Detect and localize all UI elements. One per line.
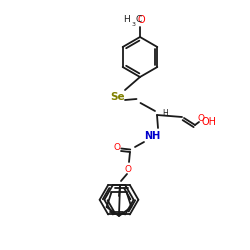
Text: 3: 3 [132,22,136,27]
Text: H: H [162,110,168,118]
Text: O: O [124,164,132,173]
Text: O: O [114,144,120,152]
Text: NH: NH [144,131,160,141]
Text: OH: OH [202,117,217,127]
Text: O: O [137,15,145,25]
Text: O: O [197,114,204,123]
Text: Se: Se [111,92,125,102]
Text: C: C [136,16,142,24]
Text: H: H [123,16,130,24]
